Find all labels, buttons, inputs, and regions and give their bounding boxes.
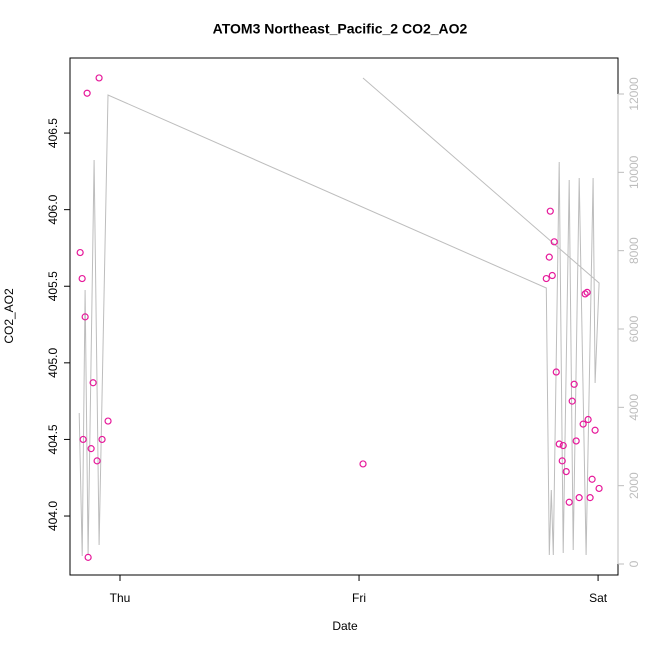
- data-point: [359, 460, 367, 468]
- data-point: [546, 207, 554, 215]
- y-tick-label: 405.0: [46, 347, 60, 377]
- data-point: [89, 379, 97, 387]
- data-point: [591, 426, 599, 434]
- data-point: [84, 553, 92, 561]
- data-point: [595, 484, 603, 493]
- x-axis-label: Date: [332, 619, 358, 633]
- data-point: [579, 420, 587, 428]
- data-point: [583, 288, 591, 296]
- data-point: [570, 380, 578, 388]
- data-point: [584, 415, 592, 424]
- data-point: [98, 435, 106, 444]
- data-point: [87, 445, 95, 453]
- data-point: [555, 440, 563, 448]
- y2-tick-label: 12000: [627, 77, 641, 111]
- data-line: [78, 77, 600, 557]
- y-tick-label: 404.5: [46, 424, 60, 454]
- data-point: [548, 271, 556, 280]
- data-point: [562, 468, 570, 476]
- data-point: [558, 457, 566, 465]
- data-point: [586, 494, 594, 502]
- plot-frame: [69, 57, 619, 576]
- data-point: [542, 274, 550, 283]
- data-point: [83, 89, 91, 97]
- y2-tick-label: 2000: [627, 472, 641, 499]
- data-point: [575, 494, 583, 502]
- y-tick-label: 406.0: [46, 194, 60, 224]
- x-tick-label: Fri: [352, 591, 366, 605]
- data-point: [545, 253, 553, 261]
- data-point: [572, 437, 580, 445]
- data-point: [95, 74, 103, 82]
- data-point: [79, 435, 87, 444]
- data-point: [93, 457, 101, 465]
- chart-title: ATOM3 Northeast_Pacific_2 CO2_AO2: [213, 21, 468, 37]
- y-tick-label: 406.5: [46, 118, 60, 148]
- data-point: [559, 441, 567, 450]
- data-point: [81, 313, 89, 321]
- x-tick-label: Sat: [589, 591, 608, 605]
- x-tick-label: Thu: [110, 591, 131, 605]
- data-point: [104, 417, 112, 425]
- data-point: [552, 368, 560, 376]
- y-tick-label: 404.0: [46, 501, 60, 531]
- y2-tick-label: 4000: [627, 394, 641, 421]
- data-point: [76, 248, 84, 257]
- data-point: [78, 274, 86, 283]
- data-point: [581, 290, 589, 298]
- data-point: [565, 498, 573, 506]
- y2-tick-label: 8000: [627, 237, 641, 264]
- y2-tick-label: 10000: [627, 155, 641, 189]
- data-point: [588, 475, 596, 483]
- data-point: [568, 397, 576, 405]
- y-axis-label: CO2_AO2: [2, 288, 16, 344]
- y-tick-label: 405.5: [46, 271, 60, 301]
- y2-tick-label: 0: [627, 560, 641, 567]
- y2-tick-label: 6000: [627, 315, 641, 342]
- data-point: [550, 238, 558, 246]
